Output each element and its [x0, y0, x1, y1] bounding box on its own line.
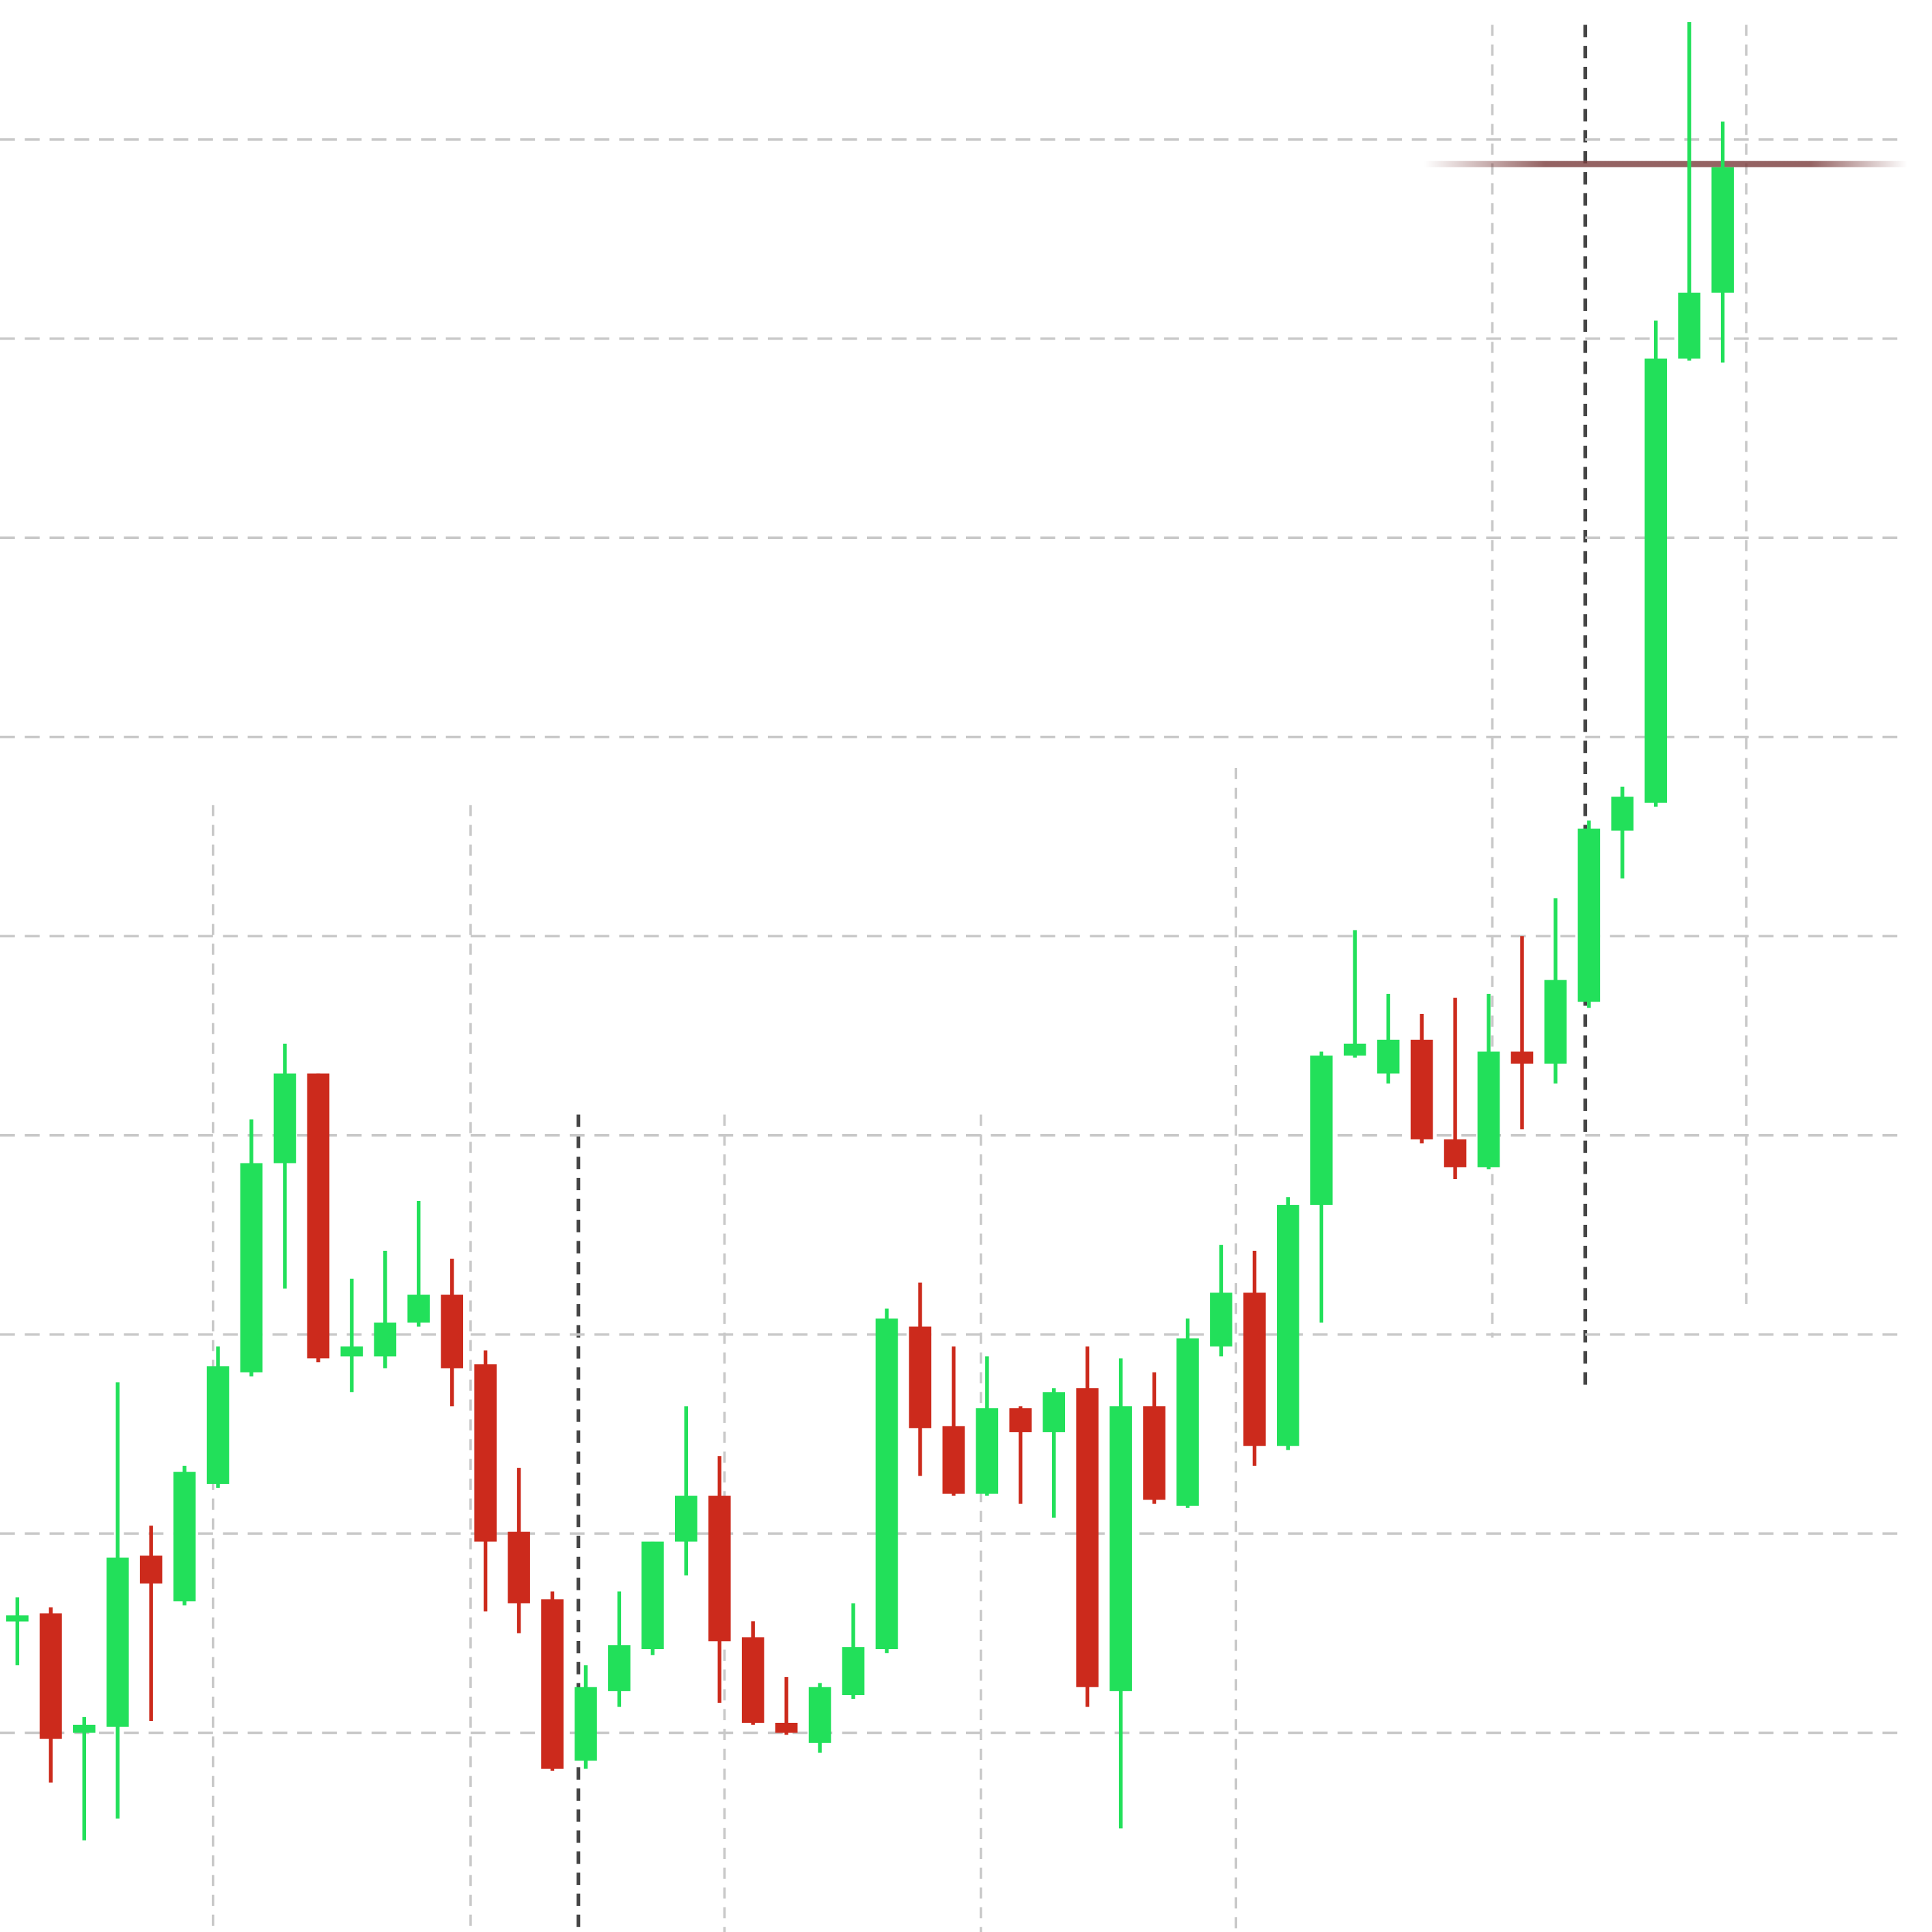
- candle-body: [575, 1687, 597, 1761]
- candle-body: [875, 1319, 898, 1650]
- candle-body: [976, 1408, 999, 1494]
- candle-body: [1310, 1055, 1333, 1205]
- candle-body: [674, 1495, 698, 1542]
- candle-body: [1477, 1051, 1500, 1168]
- candle-body: [307, 1073, 330, 1359]
- candle-body: [1109, 1406, 1132, 1692]
- candle-body: [1711, 167, 1734, 293]
- candle-body: [1343, 1043, 1366, 1056]
- candle-body: [942, 1426, 965, 1494]
- candle-body: [273, 1073, 296, 1163]
- candle-body: [1277, 1204, 1299, 1446]
- candle-body: [240, 1163, 263, 1372]
- candle-body: [72, 1724, 96, 1733]
- candle-body: [407, 1295, 430, 1323]
- candle-body: [1611, 797, 1634, 831]
- candle-body: [1444, 1139, 1467, 1168]
- candle-body: [775, 1722, 798, 1733]
- candle-body: [608, 1645, 631, 1692]
- candle-body: [508, 1531, 530, 1603]
- candle-body: [1644, 358, 1668, 803]
- candle-body: [1210, 1293, 1232, 1347]
- candle-body: [474, 1364, 497, 1542]
- candle-body: [1043, 1392, 1066, 1433]
- candle-body: [1176, 1338, 1199, 1506]
- candle-body: [1544, 980, 1567, 1064]
- candle-body: [374, 1322, 397, 1357]
- candle-body: [741, 1637, 764, 1723]
- candle-body: [842, 1647, 865, 1696]
- candle-body: [1577, 828, 1601, 1002]
- candle-body: [6, 1615, 29, 1622]
- candle-body: [441, 1295, 463, 1368]
- candle-body: [1243, 1293, 1266, 1446]
- candle-body: [206, 1366, 230, 1485]
- candle-body: [173, 1472, 196, 1602]
- candle-body: [340, 1346, 363, 1357]
- candle-body: [541, 1599, 564, 1769]
- candle-body: [909, 1326, 932, 1429]
- candle-body: [1678, 292, 1701, 359]
- candle-body: [808, 1687, 831, 1743]
- candle-body: [1510, 1051, 1534, 1064]
- candle-body: [1410, 1039, 1433, 1140]
- candle-body: [139, 1555, 163, 1584]
- candle-body: [40, 1613, 62, 1739]
- candle-body: [106, 1557, 129, 1727]
- candle-body: [708, 1495, 731, 1642]
- candle-body: [1009, 1408, 1032, 1433]
- grid: [0, 25, 1907, 1932]
- price-line: [1424, 161, 1907, 167]
- candle-body: [1377, 1039, 1400, 1074]
- candle-body: [1143, 1406, 1165, 1500]
- candle-body: [1076, 1388, 1099, 1687]
- candle-body: [641, 1541, 664, 1650]
